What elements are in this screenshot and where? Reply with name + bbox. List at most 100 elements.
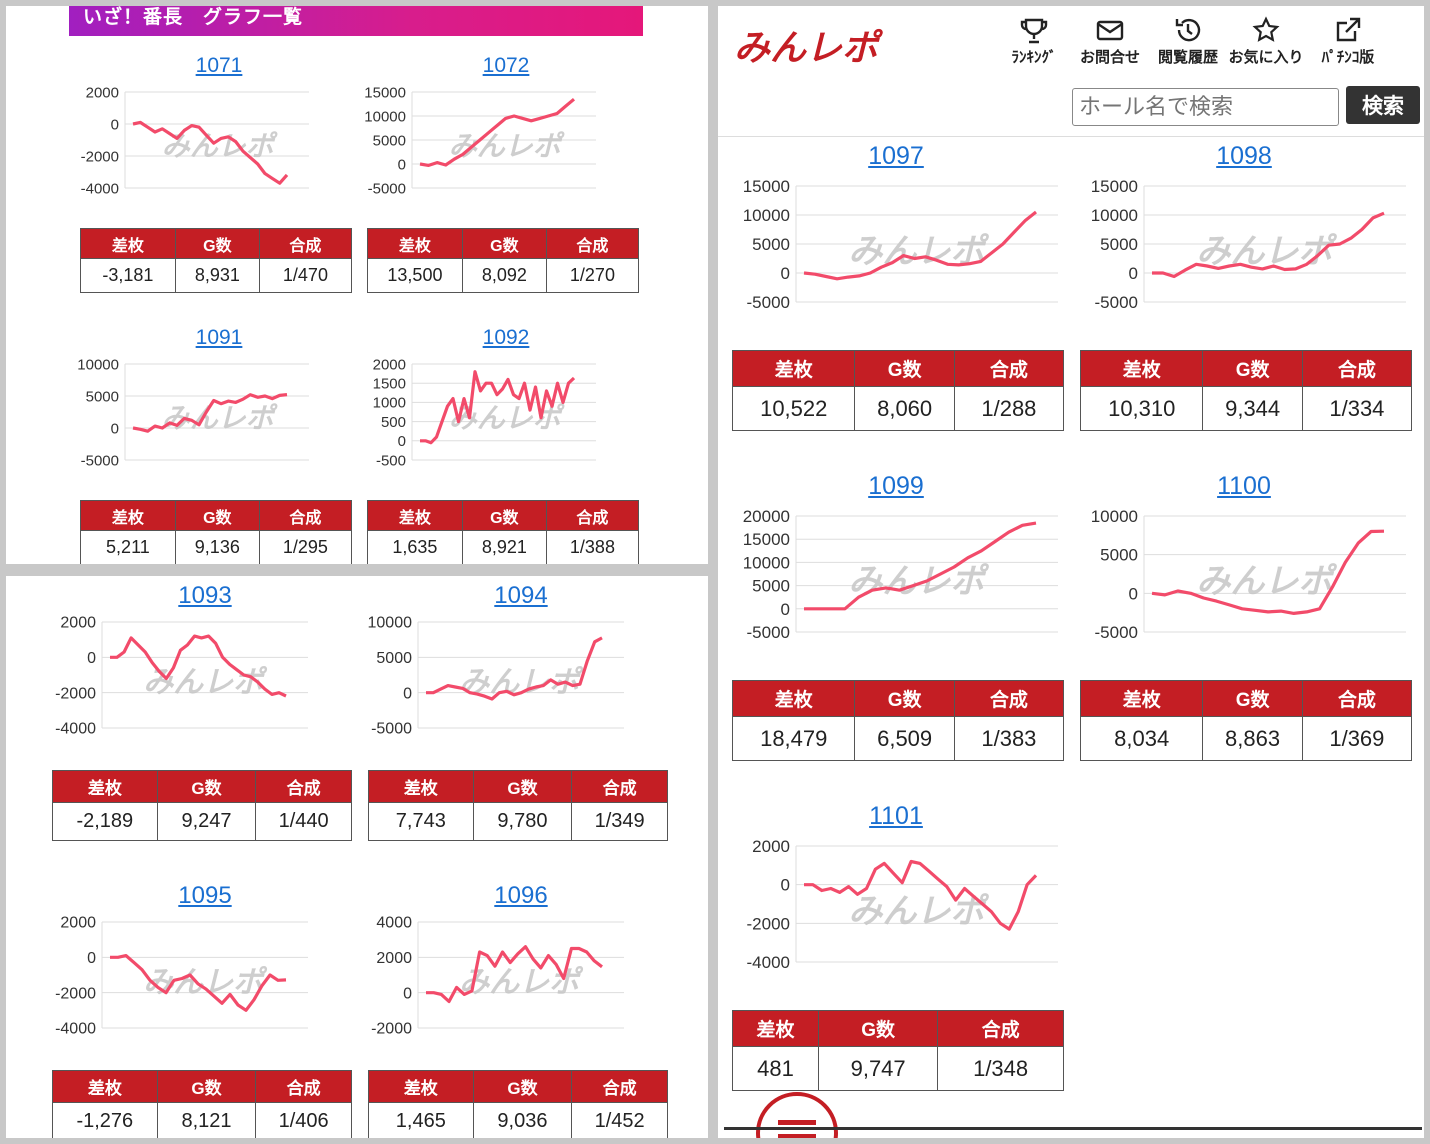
watermark: みんレポ: [1196, 232, 1337, 272]
col-header-ratio: 合成: [1301, 350, 1413, 387]
menu-bar-icon: [778, 1120, 816, 1125]
nav-item-3[interactable]: お気に入り: [1226, 16, 1306, 67]
y-tick-label: 2000: [373, 356, 406, 373]
nav-item-1[interactable]: お問合せ: [1070, 16, 1150, 67]
machine-link-1071[interactable]: 1071: [195, 54, 243, 77]
col-header-games: G数: [156, 770, 257, 803]
y-tick-label: 10000: [1091, 206, 1138, 225]
machine-card-1071: 1071 2000 0 -2000 -4000 みんレポ 差枚 G数 合成 -3,181 8,931…: [69, 54, 369, 296]
machine-link-1099[interactable]: 1099: [868, 472, 924, 500]
cell-games: 9,036: [472, 1102, 573, 1138]
cell-diff: -3,181: [80, 258, 176, 293]
nav-label: お問合せ: [1079, 48, 1140, 66]
machine-link-1098[interactable]: 1098: [1216, 142, 1272, 170]
y-tick-label: 15000: [364, 84, 406, 101]
stats-table-1091: 差枚 G数 合成 5,211 9,136 1/295: [80, 500, 353, 564]
cell-diff: -2,189: [52, 802, 158, 841]
col-header-games: G数: [1202, 350, 1303, 387]
machine-link-1093[interactable]: 1093: [178, 582, 232, 609]
y-tick-label: -4000: [81, 180, 119, 197]
machine-link-1097[interactable]: 1097: [868, 142, 924, 170]
stats-table-1096: 差枚 G数 合成 1,465 9,036 1/452: [368, 1070, 668, 1138]
col-header-diff: 差枚: [731, 350, 856, 387]
search-button[interactable]: 検索: [1346, 86, 1420, 124]
panel-graphs-top-left: いざ！番長 グラフ一覧 1071 2000 0 -2000 -4000 みんレポ 差枚 G数合…: [6, 6, 708, 564]
y-tick-label: 0: [403, 685, 412, 702]
machine-card-1072: 1072 15000 10000 5000 0 -5000 みんレポ 差枚 G数 合成 13,500…: [356, 54, 656, 296]
site-logo[interactable]: みんレポ: [732, 20, 938, 70]
cell-diff: 18,479: [731, 716, 856, 761]
star-icon: [1252, 16, 1280, 42]
machine-link-1100[interactable]: 1100: [1217, 472, 1271, 500]
machine-link-1094[interactable]: 1094: [494, 582, 548, 609]
header-divider: [718, 136, 1424, 137]
watermark: みんレポ: [848, 892, 989, 932]
cell-games: 8,931: [174, 258, 260, 293]
machine-card-1096: 1096 4000 2000 0 -2000 みんレポ差枚 G数 合成 1,465 9,036 1/…: [358, 878, 684, 1138]
machine-link-1096[interactable]: 1096: [494, 882, 548, 909]
cell-ratio: 1/406: [255, 1102, 352, 1138]
series-line: [426, 636, 603, 701]
col-header-games: G数: [461, 228, 547, 259]
machine-link-1101[interactable]: 1101: [869, 802, 923, 830]
machine-card-1091: 1091 10000 5000 0 -5000 みんレポ 差枚 G数 合成 5,211 9,136 1…: [69, 326, 369, 564]
y-tick-label: 5000: [1100, 235, 1138, 254]
nav-label: ﾊﾟﾁﾝｺ版: [1321, 48, 1375, 66]
col-header-games: G数: [854, 350, 955, 387]
cell-ratio: 1/288: [953, 386, 1065, 431]
y-tick-label: 2000: [86, 84, 119, 101]
col-header-games: G数: [156, 1070, 257, 1103]
series-line: [803, 210, 1037, 281]
cell-ratio: 1/452: [571, 1102, 668, 1138]
machine-card-1101: 1101 2000 0 -2000 -4000 みんレポ 差枚 G数 合成 481 9,747 1/3…: [718, 792, 1074, 1094]
y-tick-label: -4000: [747, 953, 790, 972]
machine-link-1072[interactable]: 1072: [482, 54, 530, 77]
y-tick-label: 10000: [368, 615, 413, 632]
series-line: [419, 97, 576, 168]
chart-1096: 4000 2000 0 -2000 みんレポ: [371, 915, 624, 1038]
cell-diff: 7,743: [368, 802, 474, 841]
col-header-ratio: 合成: [255, 770, 352, 803]
nav-item-2[interactable]: 閲覧履歴: [1148, 16, 1228, 67]
stats-table-1093: 差枚 G数 合成 -2,189 9,247 1/440: [52, 770, 352, 841]
machine-link-1091[interactable]: 1091: [195, 326, 243, 349]
stats-table-1094: 差枚 G数 合成 7,743 9,780 1/349: [368, 770, 668, 841]
y-tick-label: -4000: [55, 1021, 96, 1038]
col-header-diff: 差枚: [1079, 350, 1204, 387]
hall-search-input[interactable]: [1072, 88, 1339, 126]
stats-table-1095: 差枚 G数 合成 -1,276 8,121 1/406: [52, 1070, 352, 1138]
stats-table-1100: 差枚 G数 合成 8,034 8,863 1/369: [1079, 680, 1413, 761]
machine-link-1092[interactable]: 1092: [482, 326, 530, 349]
col-header-diff: 差枚: [731, 680, 856, 717]
cell-ratio: 1/440: [255, 802, 352, 841]
y-tick-label: 10000: [77, 356, 119, 373]
col-header-diff: 差枚: [52, 770, 158, 803]
machine-card-1097: 1097 15000 10000 5000 0 -5000 みんレポ 差枚 G数 合成 10,522…: [718, 132, 1074, 434]
watermark: みんレポ: [449, 129, 565, 162]
watermark: みんレポ: [459, 965, 584, 1000]
machine-card-1099: 1099 20000 15000 10000 5000 0 -5000 みんレポ 差枚 G数 合成 1…: [718, 462, 1074, 764]
y-tick-label: 5000: [86, 388, 119, 405]
stats-table-1072: 差枚 G数 合成 13,500 8,092 1/270: [367, 228, 640, 293]
series-line: [420, 370, 576, 445]
chart-1100: 10000 5000 0 -5000 みんレポ: [1091, 507, 1406, 642]
y-tick-label: 0: [1129, 264, 1138, 283]
col-header-games: G数: [174, 500, 260, 531]
col-header-diff: 差枚: [367, 228, 463, 259]
nav-item-0[interactable]: ﾗﾝｷﾝｸﾞ: [994, 16, 1074, 67]
nav-item-4[interactable]: ﾊﾟﾁﾝｺ版: [1308, 16, 1388, 67]
cell-ratio: 1/348: [937, 1046, 1064, 1091]
cell-diff: 481: [731, 1046, 820, 1091]
y-tick-label: 2000: [752, 837, 790, 856]
series-line: [426, 945, 603, 1004]
y-tick-label: 0: [781, 264, 790, 283]
machine-link-1095[interactable]: 1095: [178, 882, 232, 909]
series-line: [804, 859, 1038, 931]
cell-diff: 10,310: [1079, 386, 1204, 431]
y-tick-label: 15000: [1091, 177, 1138, 196]
cell-ratio: 1/349: [571, 802, 668, 841]
chart-1097: 15000 10000 5000 0 -5000 みんレポ: [743, 177, 1058, 312]
y-tick-label: 10000: [743, 553, 790, 572]
machine-card-1095: 1095 2000 0 -2000 -4000 みんレポ 差枚 G数 合成 -1,276 8,121…: [42, 878, 368, 1138]
cell-ratio: 1/388: [545, 530, 640, 564]
